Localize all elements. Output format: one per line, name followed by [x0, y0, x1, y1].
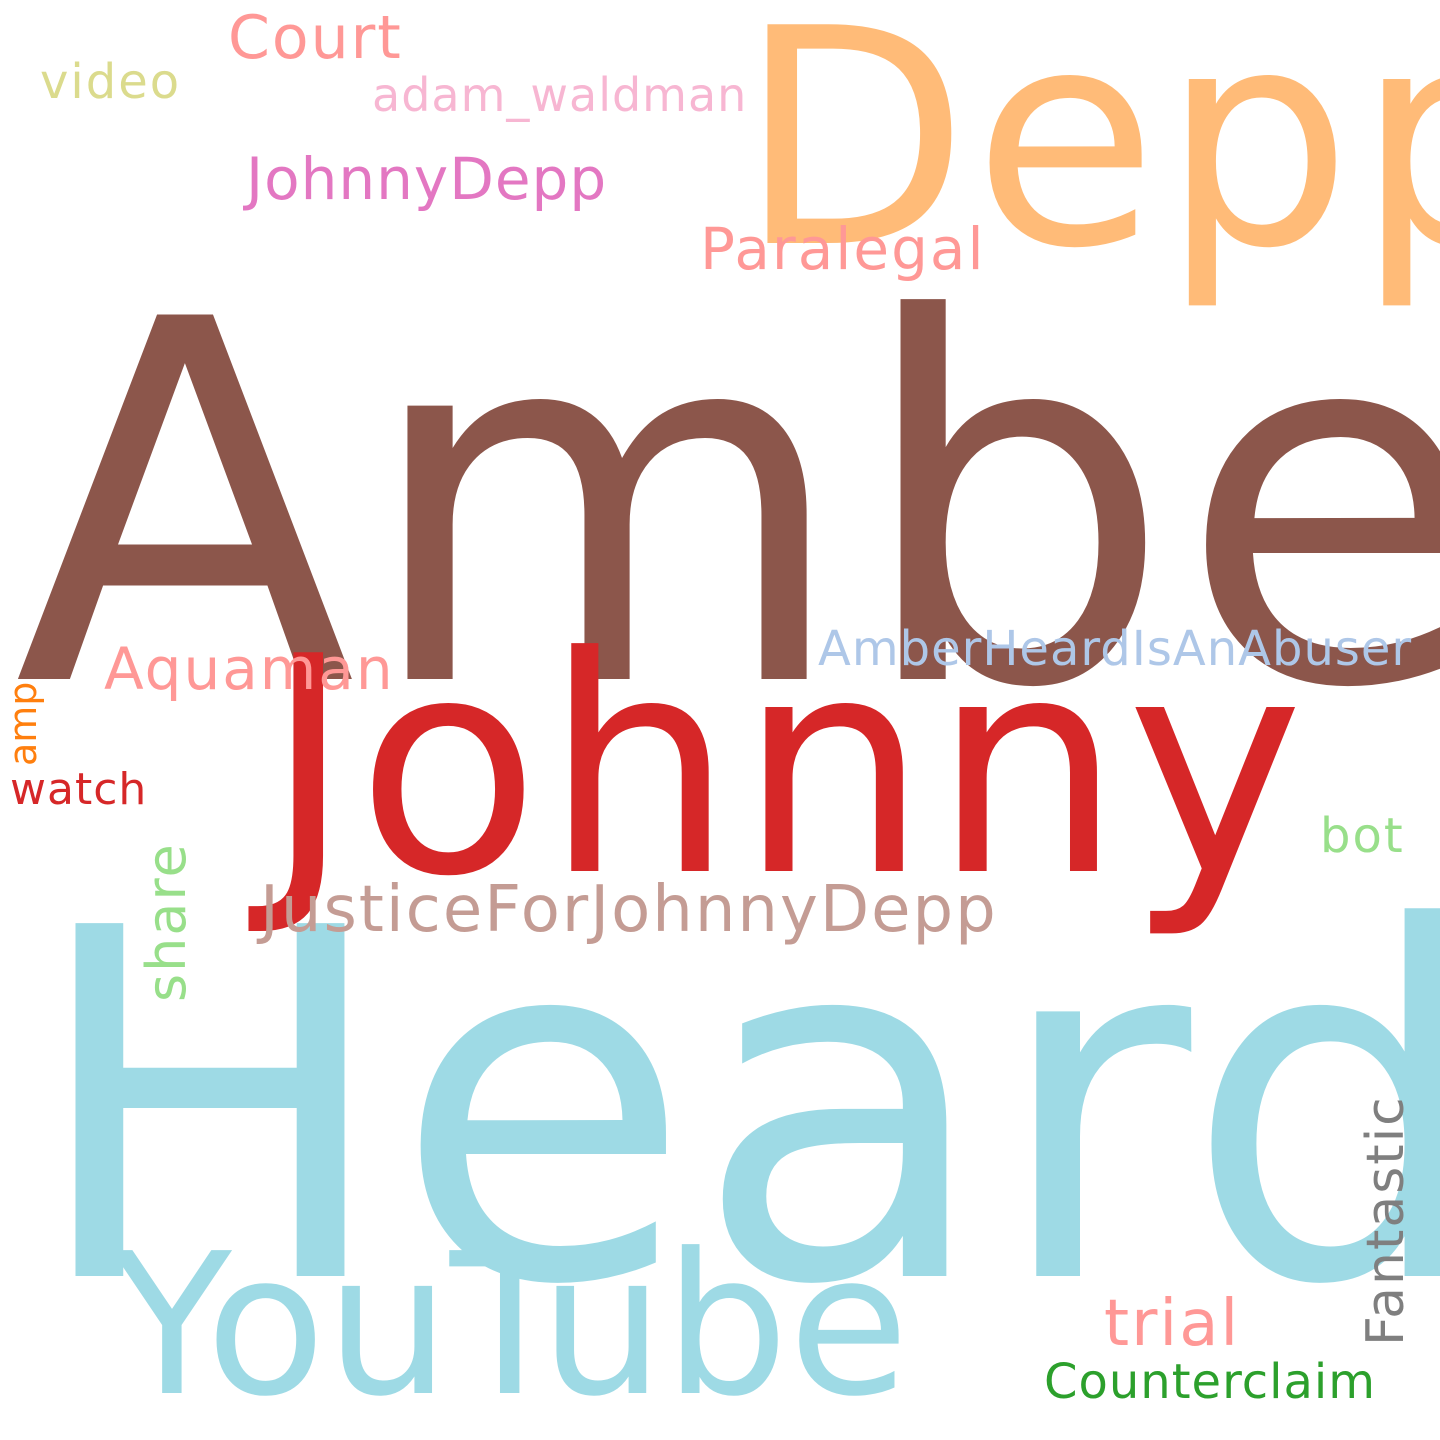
word-youtube: YouTube [112, 1212, 910, 1440]
word-amp: amp [1, 681, 45, 766]
word-paralegal: Paralegal [700, 215, 986, 283]
word-fantastic: Fantastic [1356, 1095, 1416, 1346]
word-amberheardisanabuser: AmberHeardIsAnAbuser [818, 621, 1413, 677]
word-court: Court [228, 3, 403, 73]
word-heard: Heard [28, 828, 1440, 1391]
word-video: video [40, 54, 182, 110]
word-watch: watch [10, 764, 148, 815]
word-trial: trial [1104, 1287, 1241, 1361]
word-amber: Amber [14, 215, 1440, 797]
word-justiceforjohnnydepp: JusticeForJohnnyDepp [260, 873, 998, 947]
word-johnny: Johnny [264, 593, 1308, 942]
word-johnnydepp: JohnnyDepp [246, 145, 608, 213]
word-counterclaim: Counterclaim [1044, 1354, 1376, 1410]
word-bot: bot [1320, 808, 1405, 864]
word-adam-waldman: adam_waldman [372, 68, 748, 122]
word-depp: Depp [738, 0, 1440, 314]
word-share: share [135, 842, 198, 1002]
word-aquaman: Aquaman [104, 635, 395, 703]
